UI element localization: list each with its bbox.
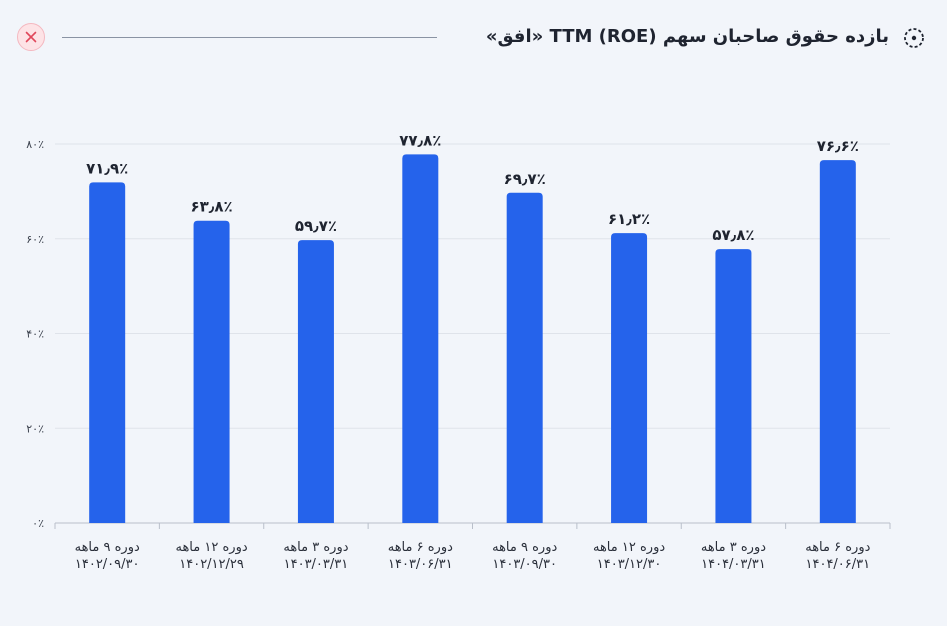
bar [89, 182, 126, 523]
x-tick-date-label: ۱۴۰۲/۱۲/۲۹ [179, 557, 244, 572]
x-tick-date-label: ۱۴۰۳/۰۳/۳۱ [284, 557, 349, 572]
bar [193, 220, 230, 523]
bar-value-label: ۶۳٫۸٪ [190, 198, 232, 216]
chart-title: بازده حقوق صاحبان سهم TTM (ROE) «افق» [485, 26, 889, 47]
bar [297, 240, 334, 523]
bar [819, 160, 856, 524]
bar-value-label: ۷۷٫۸٪ [399, 131, 441, 149]
bar-value-label: ۷۶٫۶٪ [817, 137, 859, 155]
y-tick-label: ۲۰٪ [26, 422, 44, 435]
header-divider [62, 37, 437, 38]
x-tick-date-label: ۱۴۰۳/۰۶/۳۱ [388, 557, 453, 572]
bar [402, 154, 439, 524]
x-tick-date-label: ۱۴۰۳/۰۹/۳۰ [492, 557, 557, 572]
x-tick-label: دوره ۶ ماهه [805, 540, 870, 555]
bar [506, 192, 543, 523]
x-tick-label: دوره ۱۲ ماهه [175, 540, 247, 555]
y-tick-label: ۰٪ [32, 517, 44, 530]
x-tick-date-label: ۱۴۰۲/۰۹/۳۰ [75, 557, 140, 572]
chart-area: ۰٪ ۲۰٪ ۴۰٪ ۶۰٪ ۸۰٪ ۷۱٫۹٪ دوره ۹ ماهه ۱۴۰۲/۰۹/۳۰… [0, 74, 947, 626]
y-tick-label: ۴۰٪ [26, 328, 44, 341]
bar [611, 233, 648, 523]
bar-value-label: ۶۹٫۷٪ [504, 170, 546, 188]
bar-value-label: ۵۷٫۸٪ [712, 226, 754, 244]
x-tick-date-label: ۱۴۰۴/۰۳/۳۱ [701, 557, 766, 572]
x-tick-label: دوره ۹ ماهه [492, 540, 557, 555]
bar-value-label: ۶۱٫۲٪ [608, 210, 650, 228]
x-tick-label: دوره ۶ ماهه [388, 540, 453, 555]
x-tick-label: دوره ۳ ماهه [283, 540, 348, 555]
y-tick-label: ۸۰٪ [26, 138, 44, 151]
x-tick-label: دوره ۹ ماهه [75, 540, 140, 555]
bar-value-label: ۷۱٫۹٪ [86, 159, 128, 177]
close-icon [25, 31, 37, 43]
bar-value-label: ۵۹٫۷٪ [295, 217, 337, 235]
chart-header: بازده حقوق صاحبان سهم TTM (ROE) «افق» [0, 0, 947, 74]
y-tick-label: ۶۰٪ [26, 233, 44, 246]
dotted-circle-icon [904, 28, 924, 48]
roe-bar-chart: ۰٪ ۲۰٪ ۴۰٪ ۶۰٪ ۸۰٪ ۷۱٫۹٪ دوره ۹ ماهه ۱۴۰۲/۰۹/۳۰… [26, 131, 891, 572]
x-tick-label: دوره ۱۲ ماهه [593, 540, 665, 555]
bar [715, 249, 752, 524]
x-tick-date-label: ۱۴۰۳/۱۲/۳۰ [597, 557, 662, 572]
close-button[interactable] [17, 23, 45, 51]
x-tick-date-label: ۱۴۰۴/۰۶/۳۱ [806, 557, 871, 572]
x-tick-label: دوره ۳ ماهه [701, 540, 766, 555]
